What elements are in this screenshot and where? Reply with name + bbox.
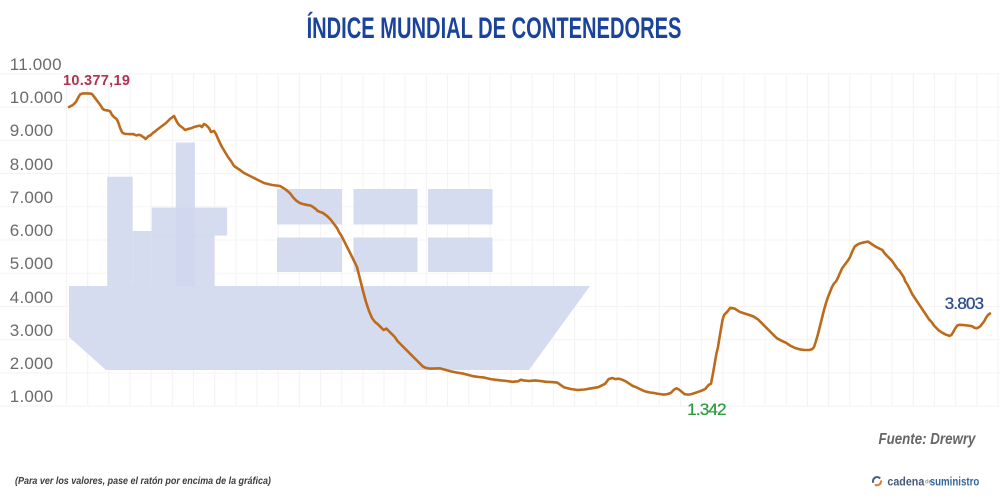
svg-text:de: de	[925, 479, 933, 485]
svg-text:cadena: cadena	[887, 474, 924, 488]
svg-text:suministro: suministro	[930, 474, 980, 488]
